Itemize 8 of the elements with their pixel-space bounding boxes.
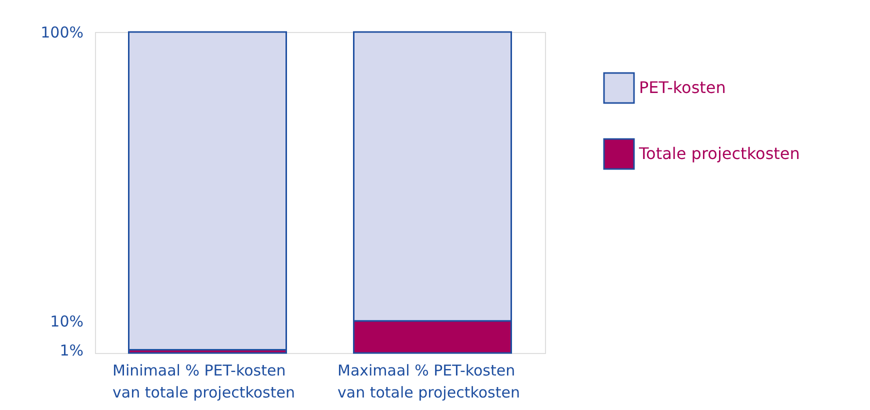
legend-label: Totale projectkosten <box>638 144 800 163</box>
bar <box>128 31 287 351</box>
y-tick-label: 100% <box>40 24 84 42</box>
y-tick-label: 10% <box>50 312 84 330</box>
x-tick-label: Minimaal % PET-kosten van totale projectkosten <box>112 362 295 402</box>
legend-label: PET-kosten <box>639 78 726 97</box>
y-tick-label: 1% <box>60 341 84 360</box>
x-tick-label: Maximaal % PET-kosten van totale projectkosten <box>338 362 520 402</box>
